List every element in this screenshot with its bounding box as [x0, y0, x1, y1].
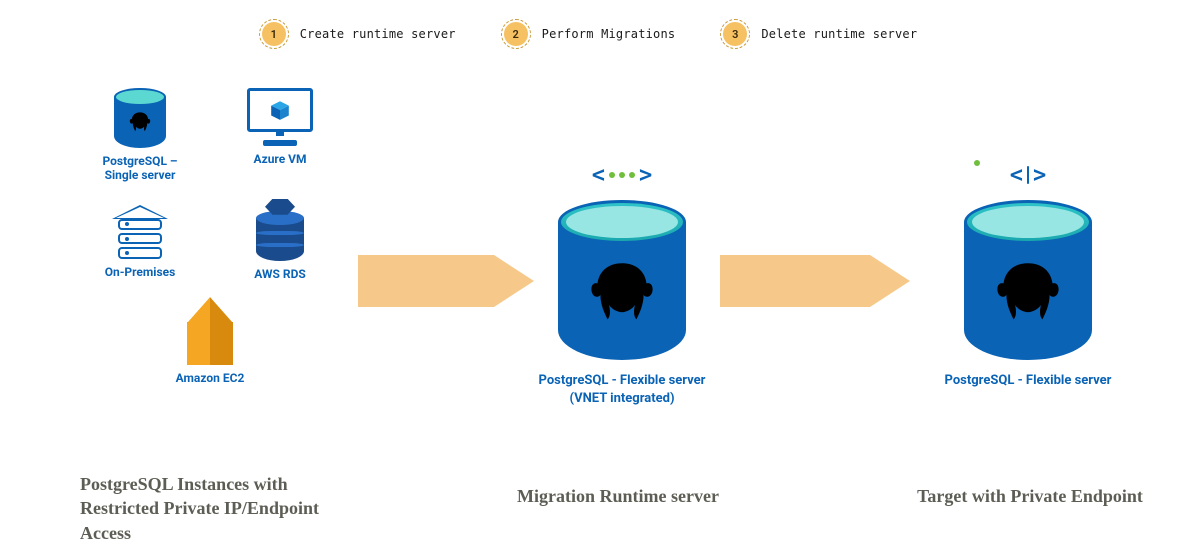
sources-grid: PostgreSQL – Single server Azure VM On-P…	[80, 88, 340, 386]
source-amazon-ec2: Amazon EC2	[155, 297, 265, 385]
postgresql-flexible-vnet-icon	[558, 200, 686, 360]
source-label-rds: AWS RDS	[254, 267, 306, 281]
source-azure-vm: Azure VM	[225, 88, 335, 183]
aws-rds-icon	[256, 199, 304, 261]
step-label-3: Delete runtime server	[761, 27, 917, 41]
step-label-1: Create runtime server	[300, 27, 456, 41]
step-badge-3: 3	[723, 22, 747, 46]
runtime-server-label: PostgreSQL - Flexible server (VNET integ…	[530, 372, 714, 407]
caption-sources: PostgreSQL Instances with Restricted Pri…	[80, 472, 340, 545]
amazon-ec2-icon	[187, 297, 233, 365]
step-label-2: Perform Migrations	[542, 27, 676, 41]
source-label-pg-single: PostgreSQL – Single server	[85, 154, 195, 183]
source-label-on-prem: On-Premises	[105, 265, 176, 279]
step-1: 1 Create runtime server	[262, 22, 456, 46]
step-2: 2 Perform Migrations	[504, 22, 676, 46]
caption-runtime: Migration Runtime server	[488, 484, 748, 508]
source-on-premises: On-Premises	[85, 199, 195, 281]
azure-cube-icon	[269, 99, 291, 121]
arrow-runtime-to-target	[720, 255, 910, 307]
target-server-column: < > PostgreSQL - Flexible server	[936, 162, 1120, 390]
step-badge-2: 2	[504, 22, 528, 46]
steps-row: 1 Create runtime server 2 Perform Migrat…	[0, 22, 1179, 46]
postgresql-flexible-target-icon	[964, 200, 1092, 360]
azure-vm-icon	[247, 88, 313, 146]
on-premises-icon	[112, 199, 168, 259]
code-brackets-icon: < >	[592, 162, 653, 188]
arrow-sources-to-runtime	[358, 255, 534, 307]
step-3: 3 Delete runtime server	[723, 22, 917, 46]
step-badge-1: 1	[262, 22, 286, 46]
source-label-azure-vm: Azure VM	[253, 152, 306, 166]
runtime-server-column: < > PostgreSQL - Flexible server (VNET i…	[530, 162, 714, 407]
target-server-label: PostgreSQL - Flexible server	[945, 372, 1112, 390]
source-postgresql-single: PostgreSQL – Single server	[85, 88, 195, 183]
postgresql-cylinder-icon	[114, 88, 166, 148]
source-label-ec2: Amazon EC2	[176, 371, 245, 385]
source-aws-rds: AWS RDS	[225, 199, 335, 281]
endpoint-icon: < >	[1010, 162, 1047, 188]
caption-target: Target with Private Endpoint	[900, 484, 1160, 508]
